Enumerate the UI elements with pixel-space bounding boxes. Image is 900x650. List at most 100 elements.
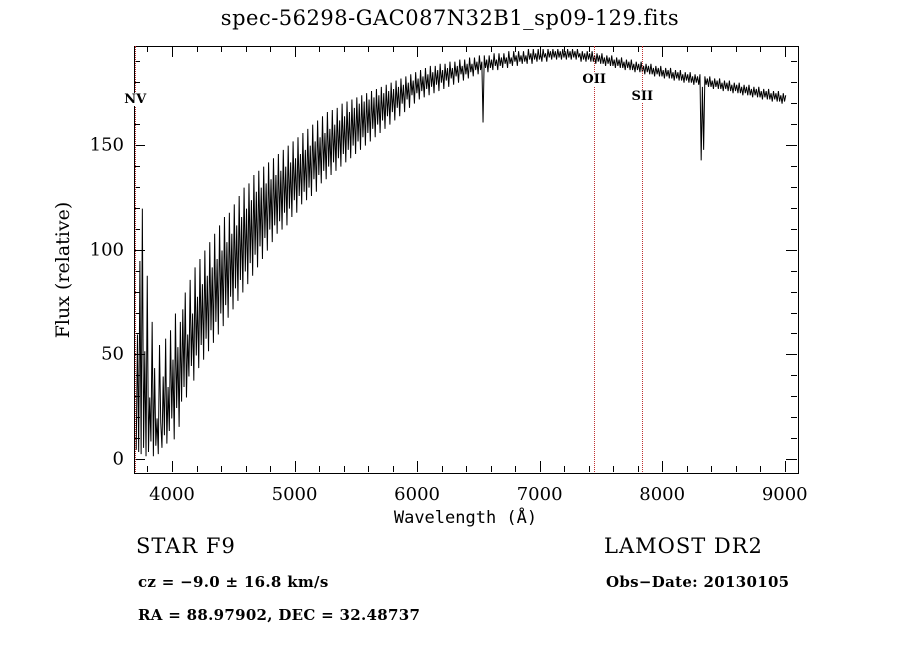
x-minor-tick-top [613,46,615,52]
x-minor-tick [564,466,566,472]
line-marker-oii [594,46,596,472]
x-major-tick-top [662,46,664,57]
y-major-tick [134,249,145,251]
y-minor-tick [134,81,140,83]
y-minor-tick-right [791,123,797,125]
y-minor-tick [134,333,140,335]
footer-coordinates: RA = 88.97902, DEC = 32.48737 [138,606,421,624]
footer-obs-date: Obs−Date: 20130105 [606,573,790,591]
x-minor-tick [466,466,468,472]
y-minor-tick-right [791,396,797,398]
x-minor-tick-top [319,46,321,52]
x-tick-label: 5000 [271,484,318,505]
footer-cz: cz = −9.0 ± 16.8 km/s [138,573,329,591]
page-title: spec-56298-GAC087N32B1_sp09-129.fits [220,6,680,30]
x-minor-tick [441,466,443,472]
y-minor-tick [134,375,140,377]
y-minor-tick [134,438,140,440]
y-tick-label: 0 [112,448,124,470]
y-major-tick-right [786,144,797,146]
line-marker-nv [135,46,137,472]
x-major-tick [294,461,296,472]
x-minor-tick-top [588,46,590,52]
y-minor-tick-right [791,228,797,230]
footer-survey: LAMOST DR2 [604,534,763,558]
x-major-tick-top [539,46,541,57]
y-minor-tick [134,60,140,62]
x-major-tick [784,461,786,472]
y-tick-label: 50 [101,343,124,365]
y-minor-tick [134,165,140,167]
x-minor-tick-top [270,46,272,52]
x-minor-tick [221,466,222,472]
x-minor-tick [637,466,639,472]
y-minor-tick [134,396,140,398]
x-minor-tick [392,466,394,472]
y-major-tick-right [786,354,797,356]
x-minor-tick [196,466,198,472]
x-major-tick [417,461,419,472]
y-minor-tick-right [791,438,797,440]
x-tick-label: 4000 [149,484,195,505]
x-minor-tick [490,466,492,472]
line-label-sii: SII [629,89,656,104]
x-minor-tick-top [196,46,198,52]
x-minor-tick [760,466,762,472]
x-minor-tick-top [466,46,468,52]
x-minor-tick [270,466,272,472]
x-major-tick-top [417,46,419,57]
plot-area [134,46,799,474]
y-minor-tick-right [791,270,797,272]
y-minor-tick-right [791,312,797,314]
x-minor-tick-top [441,46,443,52]
line-label-oii: OII [580,72,608,87]
x-tick-label: 8000 [639,484,686,505]
y-minor-tick-right [791,333,797,335]
y-minor-tick [134,270,140,272]
y-minor-tick-right [791,375,797,377]
y-minor-tick-right [791,60,797,62]
x-major-tick-top [784,46,786,57]
x-minor-tick-top [735,46,737,52]
x-minor-tick [368,466,370,472]
y-minor-tick [134,186,140,188]
y-minor-tick [134,228,140,230]
y-minor-tick-right [791,207,797,209]
x-minor-tick-top [368,46,370,52]
x-minor-tick-top [515,46,517,52]
y-minor-tick-right [791,102,797,104]
x-tick-label: 6000 [394,484,440,505]
x-minor-tick [588,466,590,472]
spectrum-curve [135,47,798,473]
y-minor-tick [134,123,140,125]
x-minor-tick [613,466,615,472]
footer-object-type: STAR F9 [136,534,236,558]
x-minor-tick [515,466,517,472]
x-minor-tick [343,466,345,472]
y-minor-tick-right [791,165,797,167]
x-minor-tick [686,466,688,472]
x-minor-tick [147,466,149,472]
x-major-tick-top [171,46,173,57]
y-major-tick-right [786,249,797,251]
y-major-tick [134,459,145,461]
y-minor-tick-right [791,81,797,83]
y-minor-tick [134,417,140,419]
y-minor-tick [134,207,140,209]
y-major-tick [134,144,145,146]
x-minor-tick-top [564,46,566,52]
x-minor-tick [711,466,713,472]
x-minor-tick-top [711,46,713,52]
x-tick-label: 7000 [516,484,563,505]
x-minor-tick-top [147,46,149,52]
x-minor-tick-top [343,46,345,52]
x-major-tick [171,461,173,472]
x-major-tick [539,461,541,472]
x-minor-tick-top [490,46,492,52]
y-major-tick [134,354,145,356]
line-label-nv: NV [122,92,149,107]
x-minor-tick-top [245,46,247,52]
line-marker-sii [642,46,644,472]
x-minor-tick [735,466,737,472]
